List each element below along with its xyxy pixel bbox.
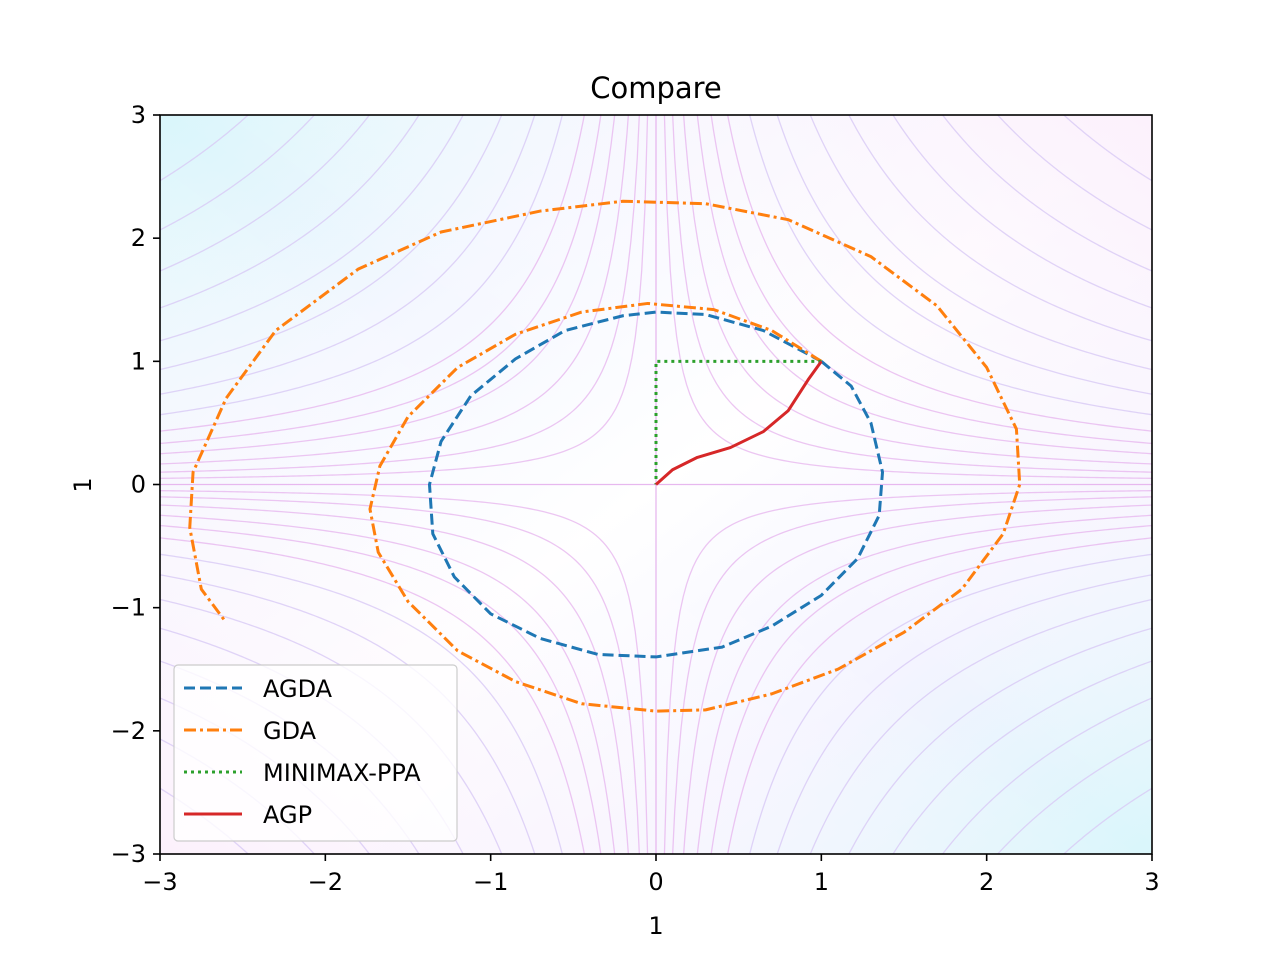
contour-line <box>160 524 602 854</box>
contour-line <box>682 504 1152 854</box>
contour-line <box>727 115 1152 432</box>
series-layer <box>188 199 1022 713</box>
contour-line <box>160 537 585 854</box>
contour-line <box>749 115 1152 416</box>
contour-line <box>160 115 536 395</box>
legend-box <box>173 664 458 842</box>
contour-line <box>160 496 640 854</box>
series-line-minimax-ppa <box>654 359 822 485</box>
contour-line <box>996 738 1152 854</box>
contour-line <box>663 115 1152 479</box>
x-tick-label: 1 <box>814 868 829 896</box>
contour-line <box>160 115 420 309</box>
contour-line <box>160 115 250 182</box>
contour-line <box>160 115 464 342</box>
contour-line <box>696 514 1152 854</box>
contour-line <box>776 574 1152 854</box>
contour-line <box>848 115 1152 342</box>
contour-line <box>663 490 1152 854</box>
contour-line <box>776 115 1152 395</box>
contour-line <box>672 496 1152 854</box>
x-tick-label: −1 <box>473 868 508 896</box>
legend-label: AGP <box>263 801 312 829</box>
contour-line <box>160 504 630 854</box>
x-tick-label: 2 <box>979 868 994 896</box>
x-tick-label: 3 <box>1144 868 1159 896</box>
contour-line <box>1062 115 1152 182</box>
legend-label: MINIMAX-PPA <box>263 759 421 787</box>
contour-line <box>160 115 649 479</box>
contour-line <box>160 490 649 854</box>
x-axis-label: 1 <box>648 912 663 940</box>
y-axis-ticks: −3 −2 −1 0 1 2 3 <box>111 101 160 868</box>
contour-line <box>160 115 616 455</box>
contour-line <box>809 598 1152 854</box>
legend-label: GDA <box>263 717 317 745</box>
contour-line <box>996 115 1152 231</box>
x-tick-label: −3 <box>142 868 177 896</box>
contour-line <box>941 115 1152 272</box>
y-tick-label: −3 <box>111 840 146 868</box>
contour-line <box>160 514 616 854</box>
contour-line <box>160 115 371 272</box>
y-tick-label: −1 <box>111 594 146 622</box>
legend-label: AGDA <box>263 675 333 703</box>
x-axis-ticks: −3 −2 −1 0 1 2 3 <box>142 854 1160 896</box>
x-tick-label: −2 <box>308 868 343 896</box>
y-axis-label: 1 <box>69 477 97 492</box>
y-tick-label: −2 <box>111 717 146 745</box>
contour-line <box>160 574 536 854</box>
series-line-agda <box>427 310 885 659</box>
y-tick-label: 1 <box>131 347 146 375</box>
contour-line <box>710 115 1152 445</box>
plot-area <box>160 115 1152 854</box>
series-line-gda <box>188 199 1022 713</box>
contour-line <box>160 115 503 371</box>
legend: AGDA GDA MINIMAX-PPA AGP <box>173 664 458 842</box>
chart-title: Compare <box>590 71 722 105</box>
contour-line <box>1062 787 1152 854</box>
contour-line <box>160 115 585 432</box>
y-tick-label: 3 <box>131 101 146 129</box>
contour-line <box>682 115 1152 465</box>
contour-line <box>696 115 1152 455</box>
contour-line <box>160 115 316 231</box>
contour-line <box>160 115 630 465</box>
y-tick-label: 2 <box>131 224 146 252</box>
contour-line <box>160 553 563 854</box>
x-tick-label: 0 <box>648 868 663 896</box>
contour-line <box>160 115 563 416</box>
contour-line <box>892 660 1152 854</box>
contour-line <box>941 697 1152 854</box>
y-tick-label: 0 <box>131 471 146 499</box>
contour-line <box>710 524 1152 854</box>
series-line-agp <box>655 360 823 486</box>
contour-line <box>727 537 1152 854</box>
contour-line <box>809 115 1152 371</box>
contour-line <box>848 627 1152 854</box>
contour-line <box>749 553 1152 854</box>
contour-line <box>672 115 1152 473</box>
contour-line <box>892 115 1152 309</box>
legend-items: AGDA GDA MINIMAX-PPA AGP <box>184 675 421 829</box>
